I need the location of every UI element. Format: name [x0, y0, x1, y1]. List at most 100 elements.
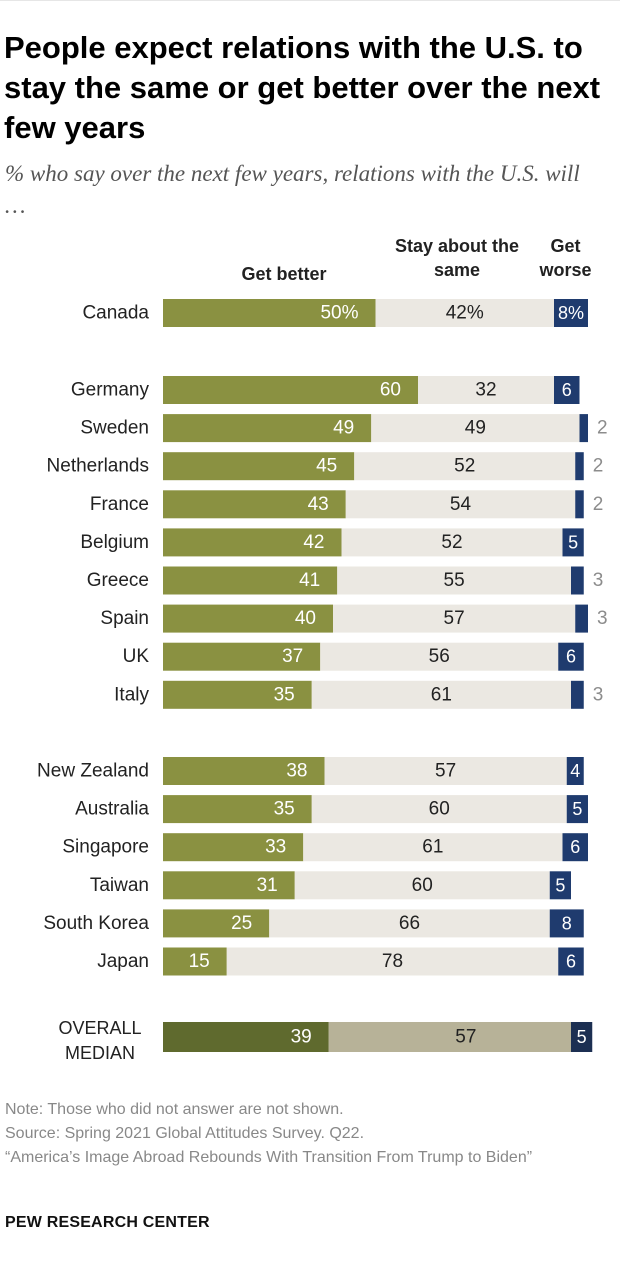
bar-better-belgium: [163, 528, 342, 557]
bar-better-new-zealand: [163, 757, 325, 785]
bar-same-sweden: [371, 414, 580, 443]
bar-better-taiwan: [163, 871, 295, 900]
bar-same-france: [345, 490, 576, 519]
value-better-median: 39: [291, 1027, 312, 1048]
country-label-sweden: Sweden: [80, 418, 149, 439]
value-same-netherlands: 52: [454, 456, 475, 477]
report-title-text: “America’s Image Abroad Rebounds With Tr…: [5, 1149, 533, 1166]
value-worse-germany: 6: [562, 380, 572, 400]
bar-same-japan: [226, 947, 559, 976]
bar-better-canada: [163, 299, 376, 327]
bar-same-germany: [418, 376, 554, 404]
country-label-australia: Australia: [75, 799, 149, 820]
value-worse-australia: 5: [572, 799, 582, 819]
value-worse-median: 5: [577, 1027, 587, 1047]
bar-better-singapore: [163, 833, 304, 862]
bar-worse-spain: [575, 604, 588, 633]
country-label-netherlands: Netherlands: [47, 456, 149, 477]
value-better-sweden: 49: [333, 418, 354, 439]
header-stay-same: Stay about the same: [394, 236, 519, 280]
source-text: Source: Spring 2021 Global Attitudes Sur…: [5, 1125, 365, 1142]
bar-worse-uk: [558, 642, 584, 671]
country-label-taiwan: Taiwan: [90, 875, 149, 896]
value-better-canada: 50%: [320, 303, 358, 324]
bar-worse-australia: [566, 795, 588, 824]
bar-worse-new-zealand: [566, 757, 584, 785]
value-worse-new-zealand: 4: [570, 761, 580, 781]
value-better-greece: 41: [299, 570, 320, 591]
value-worse-singapore: 6: [570, 837, 580, 857]
bar-same-median: [328, 1022, 571, 1052]
value-same-sweden: 49: [465, 418, 486, 439]
value-better-france: 43: [308, 494, 329, 515]
value-better-spain: 40: [295, 608, 316, 629]
bar-worse-netherlands: [575, 452, 584, 481]
median-label-line-2: MEDIAN: [65, 1043, 135, 1063]
bar-better-greece: [163, 566, 338, 595]
value-same-median: 57: [455, 1027, 476, 1048]
country-label-uk: UK: [123, 646, 150, 667]
bar-worse-france: [575, 490, 584, 519]
value-same-uk: 56: [429, 646, 450, 667]
bar-better-median: [163, 1022, 329, 1052]
country-label-new-zealand: New Zealand: [37, 761, 149, 782]
value-same-taiwan: 60: [412, 875, 433, 896]
country-label-italy: Italy: [114, 684, 149, 705]
bar-same-belgium: [341, 528, 563, 557]
value-same-singapore: 61: [422, 837, 443, 858]
bar-worse-belgium: [562, 528, 584, 557]
value-worse-spain: 3: [597, 608, 608, 629]
note-text: Note: Those who did not answer are not s…: [5, 1101, 344, 1118]
bar-worse-taiwan: [549, 871, 571, 900]
median-label-line-1: OVERALL: [58, 1018, 141, 1038]
value-better-australia: 35: [274, 799, 295, 820]
value-worse-netherlands: 2: [593, 456, 604, 477]
country-label-south-korea: South Korea: [43, 913, 149, 934]
bar-better-france: [163, 490, 346, 519]
bar-worse-germany: [554, 376, 580, 404]
header-get-better: Get better: [241, 264, 327, 284]
bar-same-australia: [311, 795, 567, 824]
bar-same-uk: [320, 642, 559, 671]
value-better-singapore: 33: [265, 837, 286, 858]
bar-same-canada: [375, 299, 554, 327]
value-same-spain: 57: [444, 608, 465, 629]
bar-same-italy: [311, 680, 571, 709]
value-same-australia: 60: [429, 799, 450, 820]
value-worse-greece: 3: [593, 570, 604, 591]
value-better-new-zealand: 38: [286, 761, 307, 782]
bar-better-australia: [163, 795, 312, 824]
bar-better-south-korea: [163, 909, 270, 938]
country-label-greece: Greece: [87, 570, 149, 591]
country-label-singapore: Singapore: [62, 837, 149, 858]
bar-same-new-zealand: [324, 757, 567, 785]
value-same-south-korea: 66: [399, 913, 420, 934]
value-better-italy: 35: [274, 684, 295, 705]
top-rule: [0, 0, 620, 1]
value-worse-japan: 6: [566, 952, 576, 972]
value-same-new-zealand: 57: [435, 761, 456, 782]
bar-worse-median: [571, 1022, 593, 1052]
bar-same-taiwan: [294, 871, 550, 900]
value-same-canada: 42%: [446, 303, 484, 324]
value-worse-uk: 6: [566, 647, 576, 667]
bar-better-spain: [163, 604, 333, 633]
bar-better-sweden: [163, 414, 372, 443]
value-better-japan: 15: [189, 951, 210, 972]
bar-better-uk: [163, 642, 321, 671]
bar-worse-italy: [571, 680, 584, 709]
value-better-taiwan: 31: [257, 875, 278, 896]
value-worse-france: 2: [593, 494, 604, 515]
country-label-france: France: [90, 494, 149, 515]
value-worse-sweden: 2: [597, 418, 608, 439]
value-same-france: 54: [450, 494, 472, 515]
bar-worse-greece: [571, 566, 584, 595]
bar-better-japan: [163, 947, 227, 976]
country-label-spain: Spain: [100, 608, 149, 629]
bar-worse-singapore: [562, 833, 588, 862]
value-worse-belgium: 5: [568, 532, 578, 552]
bar-worse-sweden: [579, 414, 588, 443]
value-better-uk: 37: [282, 646, 303, 667]
country-label-belgium: Belgium: [80, 532, 149, 553]
